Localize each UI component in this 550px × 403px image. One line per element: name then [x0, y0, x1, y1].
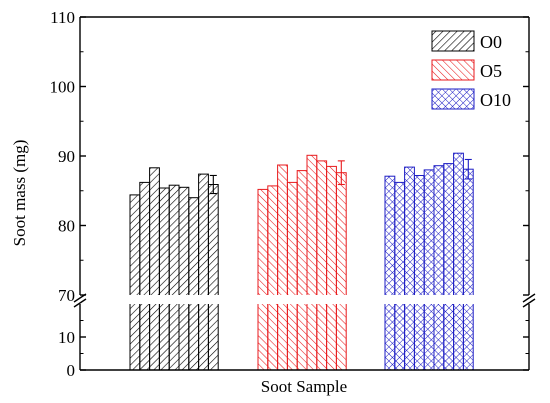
y-tick-label: 110: [50, 8, 75, 27]
y-tick-label: 90: [58, 147, 75, 166]
y-axis-label: Soot mass (mg): [10, 140, 29, 247]
y-axis-ticks: 0 10 70 80 90 100 110: [50, 8, 529, 380]
bar-o0-6: [178, 186, 190, 371]
bar-o0-1: [129, 194, 141, 371]
bar-o5-2: [267, 185, 279, 371]
bar-o5-8: [326, 165, 337, 371]
bar-o5-6: [306, 154, 318, 371]
error-bar-o5: [337, 160, 345, 186]
bar-o5-7: [316, 160, 328, 371]
legend-swatch-o0: [431, 30, 475, 52]
bar-o10-2: [394, 181, 406, 371]
error-bar-o10: [464, 158, 472, 180]
y-tick-label: 70: [58, 286, 75, 305]
bar-o10-8: [453, 152, 464, 371]
bar-o10-1: [384, 175, 396, 371]
bar-o5-9: [335, 172, 347, 371]
error-bar-o0: [209, 174, 217, 195]
legend-label-o5: O5: [480, 61, 502, 81]
bar-o10-7: [443, 163, 455, 371]
bar-o5-3: [277, 164, 288, 371]
bar-o5-4: [286, 181, 298, 371]
legend-label-o0: O0: [480, 32, 502, 52]
bar-o0-5: [168, 184, 180, 371]
bar-o5-1: [257, 188, 269, 371]
axis-break-gap: [80, 295, 529, 304]
y-tick-label: 0: [67, 361, 76, 380]
bar-o10-3: [404, 166, 415, 371]
y-tick-label: 10: [58, 328, 75, 347]
legend-label-o10: O10: [480, 90, 511, 110]
bars-group: [129, 152, 474, 371]
bar-o10-6: [433, 165, 445, 371]
x-axis-label: Soot Sample: [261, 377, 347, 396]
bar-o0-7: [188, 197, 200, 371]
bar-o0-4: [158, 187, 170, 371]
legend-swatch-o10: [431, 88, 475, 110]
bar-o0-9: [207, 184, 219, 371]
legend: O0 O5 O10: [431, 30, 511, 110]
bar-o10-5: [423, 169, 435, 371]
bar-o10-9: [462, 168, 474, 371]
bar-o5-5: [296, 170, 308, 371]
bar-o0-2: [139, 181, 151, 371]
legend-swatch-o5: [431, 59, 475, 81]
bar-o0-3: [149, 167, 160, 371]
bar-o10-4: [413, 175, 425, 371]
y-tick-label: 100: [50, 78, 76, 97]
y-tick-label: 80: [58, 217, 75, 236]
bar-o0-8: [198, 173, 209, 371]
